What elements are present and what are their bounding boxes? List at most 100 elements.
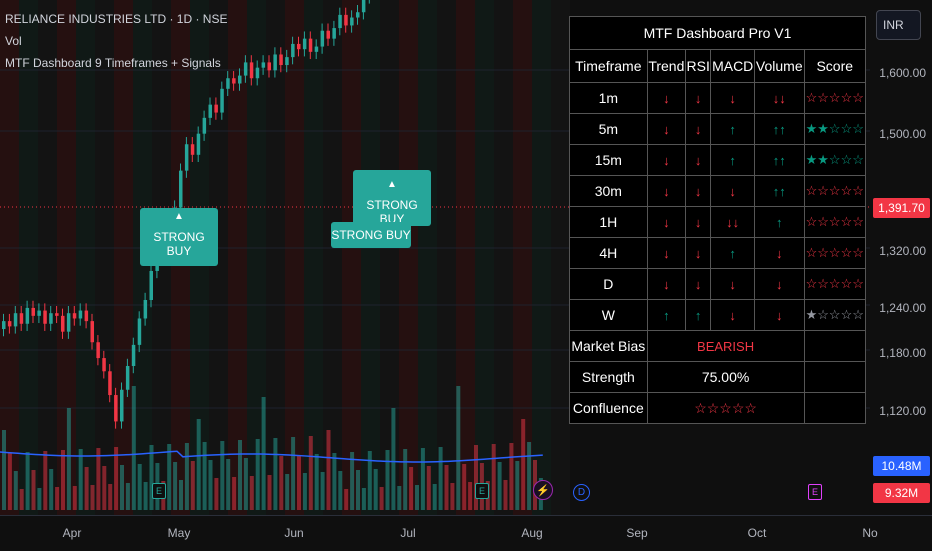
volume-bar xyxy=(238,440,242,510)
background-stripe xyxy=(57,0,76,515)
trend-cell: ↓ xyxy=(646,113,687,145)
candle-body xyxy=(90,321,94,343)
indicator-legend[interactable]: MTF Dashboard 9 Timeframes + Signals xyxy=(5,56,221,70)
price-axis[interactable]: 1,600.00 1,500.00 1,320.00 1,240.00 1,18… xyxy=(870,0,932,515)
dashboard-row: 1m ↓ ↓ ↓ ↓↓ ☆☆☆☆☆ xyxy=(569,82,866,114)
candle-body xyxy=(125,366,130,390)
earnings-icon[interactable]: E xyxy=(475,483,489,499)
candle-body xyxy=(267,62,271,71)
dividend-icon[interactable]: D xyxy=(573,484,590,501)
volume-bar xyxy=(120,465,124,510)
candle-body xyxy=(7,321,12,327)
score-cell: ☆☆☆☆☆ xyxy=(803,237,866,269)
volume-bar xyxy=(491,444,496,510)
volume-bar xyxy=(96,448,101,510)
volume-legend[interactable]: Vol xyxy=(5,34,22,48)
volume-cell: ↓ xyxy=(754,268,805,300)
earnings-icon[interactable]: E xyxy=(152,483,166,499)
volume-tag: 9.32M xyxy=(873,483,930,503)
candle-body xyxy=(137,318,142,345)
candle-body xyxy=(297,43,301,50)
volume-bar xyxy=(196,419,201,510)
strength-label: Strength xyxy=(569,361,648,393)
signal-arrow-icon: ▲ xyxy=(387,179,397,190)
volume-bar xyxy=(2,430,6,510)
candle-body xyxy=(143,300,148,319)
volume-bar xyxy=(232,477,237,510)
volume-bar xyxy=(415,485,419,510)
signal-label: STRONG BUY xyxy=(153,230,205,258)
chart-area[interactable] xyxy=(0,0,870,515)
volume-bar xyxy=(179,480,183,510)
candlestick-chart[interactable] xyxy=(0,0,870,515)
volume-bar xyxy=(438,447,443,510)
background-stripe xyxy=(323,0,342,515)
volume-bar xyxy=(456,386,461,510)
candle-body xyxy=(220,88,224,113)
earnings-icon[interactable]: E xyxy=(808,484,822,500)
volume-bar xyxy=(226,459,231,510)
candle-body xyxy=(279,54,283,66)
background-stripe xyxy=(456,0,475,515)
volume-bar xyxy=(462,464,467,510)
background-stripe xyxy=(551,0,570,515)
candle-body xyxy=(184,144,189,171)
price-label: 1,600.00 xyxy=(879,66,926,80)
price-label: 1,120.00 xyxy=(879,404,926,418)
background-stripe xyxy=(0,0,19,515)
timeframe-cell: 5m xyxy=(569,113,648,145)
candle-body xyxy=(261,62,266,68)
time-label: Jun xyxy=(284,526,304,540)
volume-cell: ↑↑ xyxy=(754,175,805,207)
volume-bar xyxy=(184,443,189,510)
candle-body xyxy=(96,342,100,359)
candle-body xyxy=(350,17,354,26)
volume-bar xyxy=(255,439,260,510)
dashboard-row: 15m ↓ ↓ ↑ ↑↑ ★★☆☆☆ xyxy=(569,144,866,176)
volume-bar xyxy=(450,483,455,510)
rsi-cell: ↑ xyxy=(685,299,712,331)
timeframe-cell: 1m xyxy=(569,82,648,114)
candle-body xyxy=(108,371,112,396)
background-stripe xyxy=(342,0,361,515)
score-cell: ★★☆☆☆ xyxy=(803,144,866,176)
rsi-cell: ↓ xyxy=(685,237,712,269)
confluence-value: ☆☆☆☆☆ xyxy=(646,392,805,424)
volume-bar xyxy=(114,447,119,510)
candle-body xyxy=(326,30,330,39)
currency-selector[interactable]: INR xyxy=(876,10,921,40)
dashboard-header-row: Timeframe Trend RSI MACD Volume Score xyxy=(569,49,866,83)
market-bias-row: Market Bias BEARISH xyxy=(569,330,866,362)
macd-cell: ↓↓ xyxy=(710,206,756,238)
volume-bar xyxy=(149,445,154,510)
volume-cell: ↑↑ xyxy=(754,144,805,176)
candle-body xyxy=(190,144,195,155)
dashboard-title: MTF Dashboard Pro V1 xyxy=(569,16,866,50)
volume-bar xyxy=(31,470,36,510)
symbol-legend[interactable]: RELIANCE INDUSTRIES LTD · 1D · NSE xyxy=(5,12,228,26)
rsi-cell: ↓ xyxy=(685,144,712,176)
dashboard-body: 1m ↓ ↓ ↓ ↓↓ ☆☆☆☆☆ 5m ↓ ↓ ↑ ↑↑ ★★☆☆☆ 15m ↓ ↓ ↑ ↑↑ ★★☆☆☆ 30m… xyxy=(569,82,866,331)
volume-bar xyxy=(108,484,113,510)
background-stripe xyxy=(475,0,494,515)
candle-body xyxy=(332,28,336,39)
macd-cell: ↓ xyxy=(710,82,756,114)
background-stripe xyxy=(228,0,247,515)
empty-cell xyxy=(803,361,866,393)
background-stripe xyxy=(494,0,513,515)
rsi-cell: ↓ xyxy=(685,82,712,114)
strong-buy-signal[interactable]: ▲ STRONG BUY xyxy=(140,208,218,266)
volume-bar xyxy=(13,471,18,510)
dashboard-header-cell: Trend xyxy=(646,49,687,83)
flash-icon[interactable]: ⚡ xyxy=(533,480,553,500)
volume-bar xyxy=(102,466,107,510)
time-label: May xyxy=(167,526,191,540)
volume-bar xyxy=(49,469,54,510)
strong-buy-signal[interactable]: STRONG BUY xyxy=(331,222,411,248)
timeframe-cell: 4H xyxy=(569,237,648,269)
strong-buy-signal[interactable]: ▲ STRONG BUY xyxy=(353,170,431,226)
confluence-label: Confluence xyxy=(569,392,648,424)
volume-bar xyxy=(385,450,390,510)
background-stripe xyxy=(247,0,266,515)
time-axis[interactable]: Apr May Jun Jul Aug Sep Oct No xyxy=(0,515,932,551)
